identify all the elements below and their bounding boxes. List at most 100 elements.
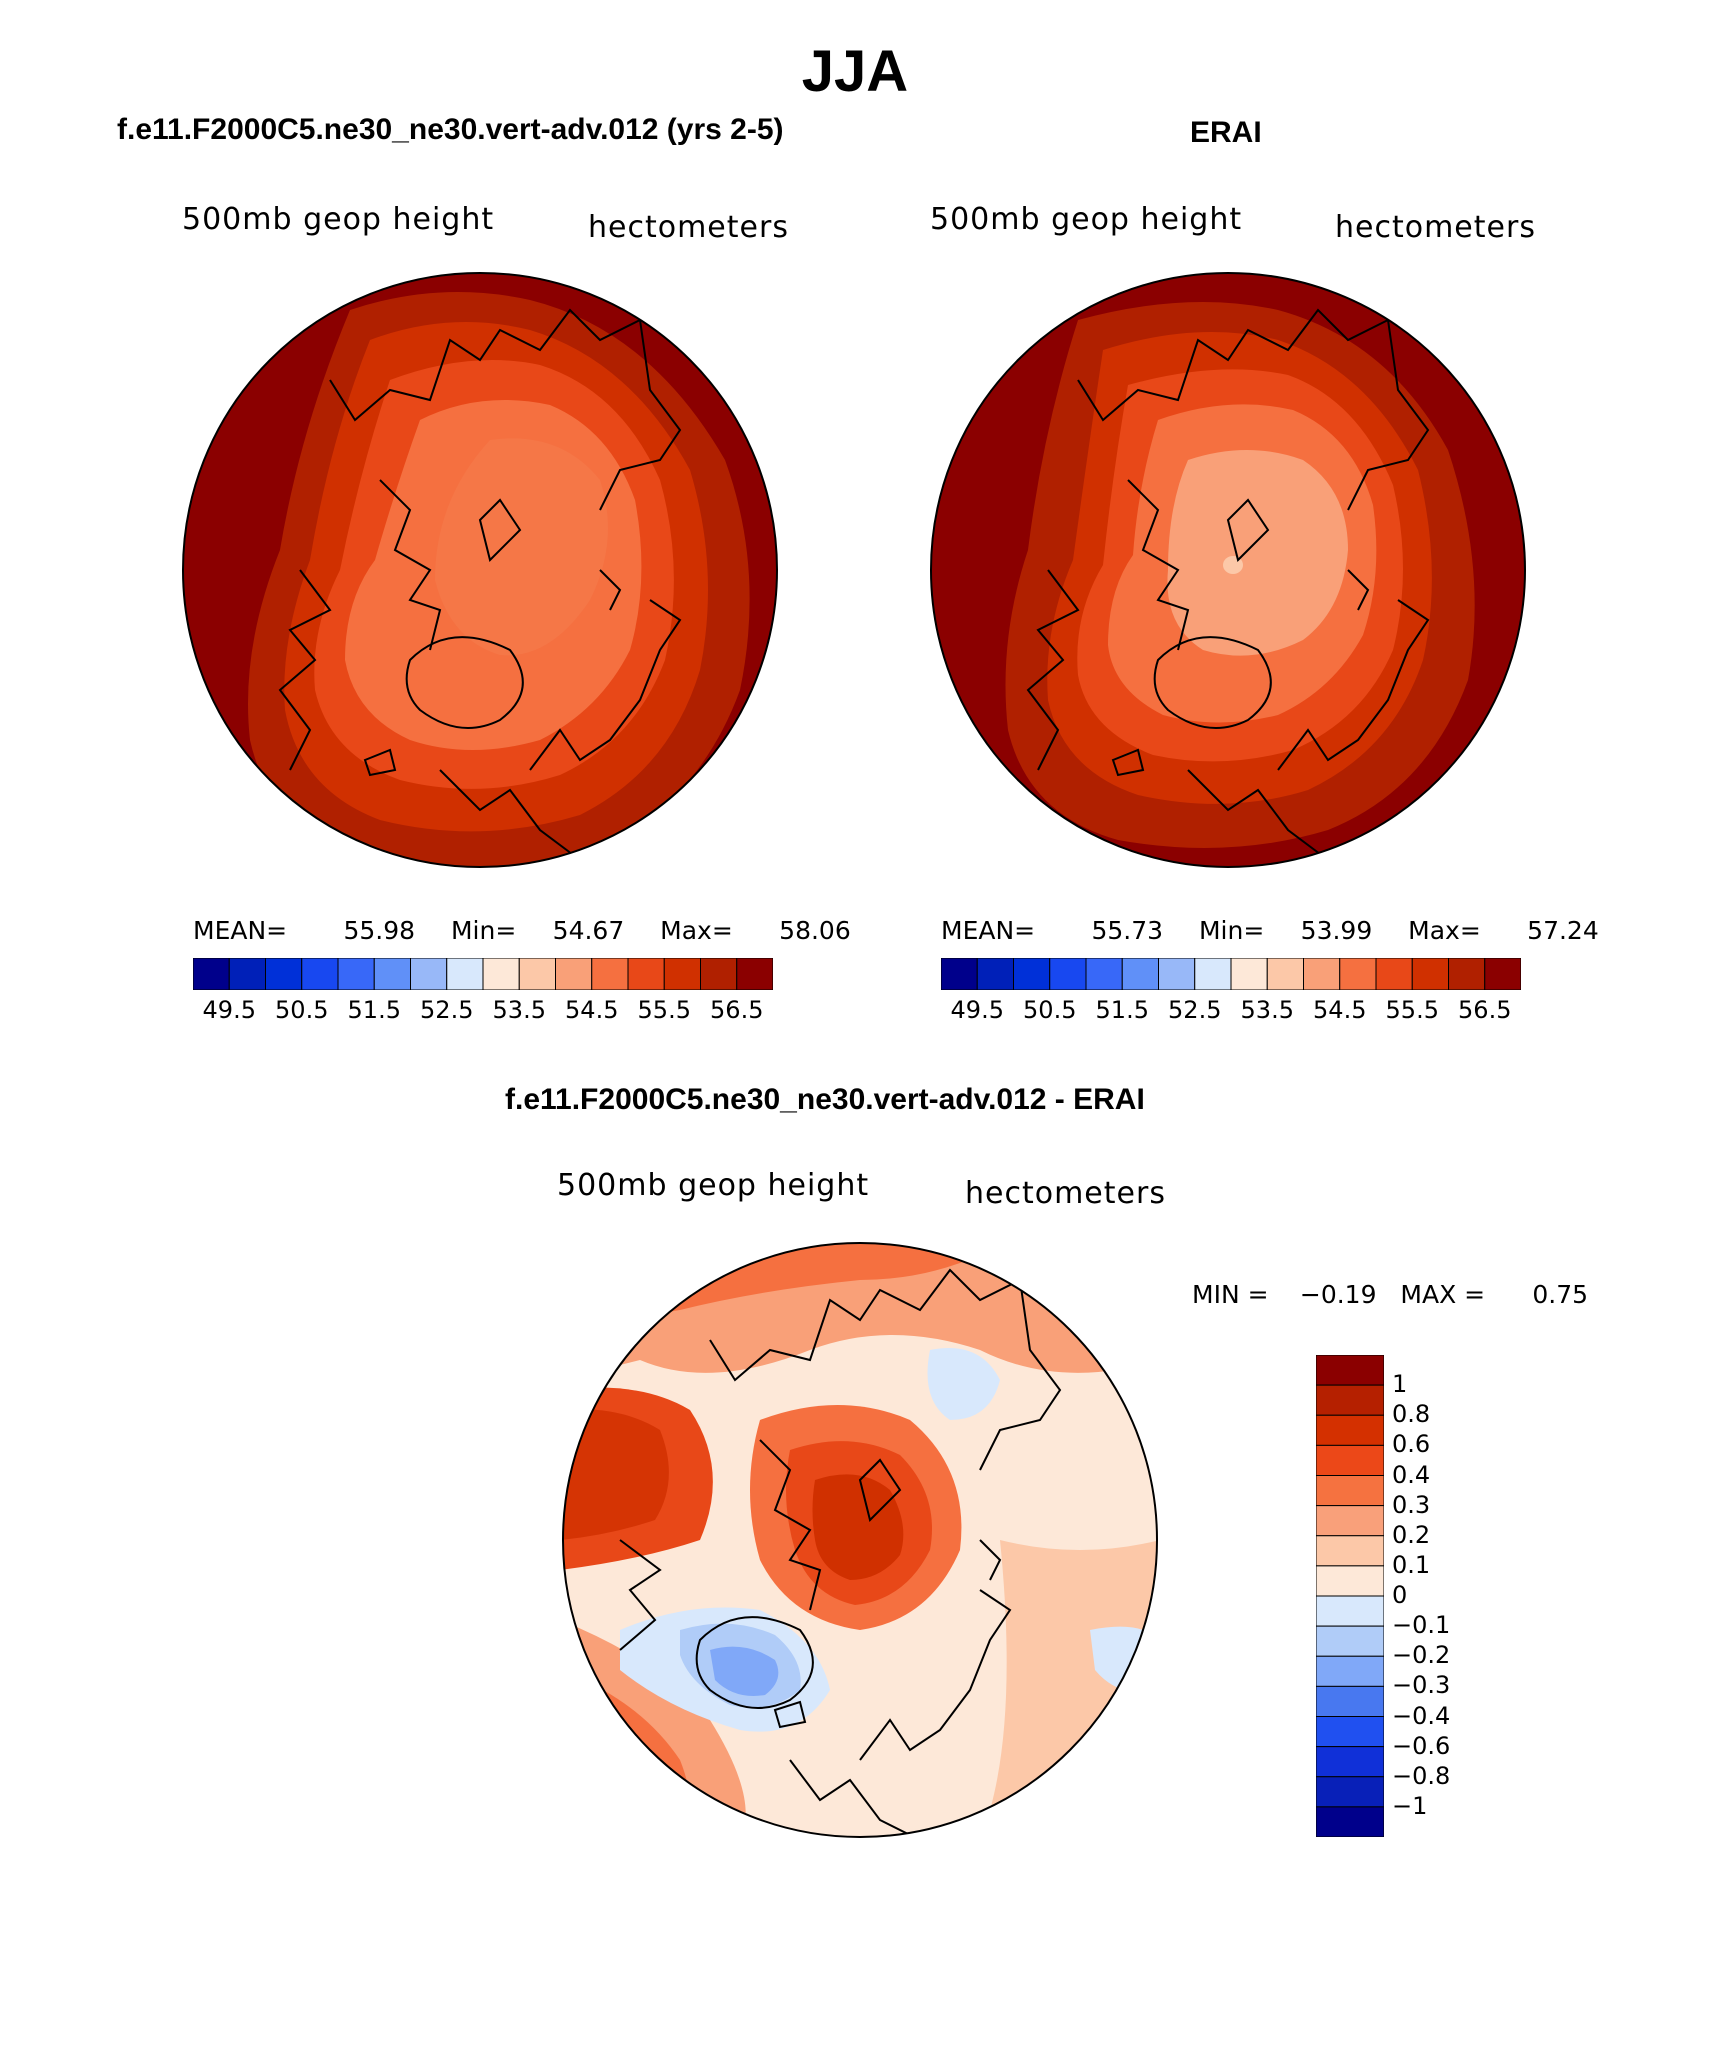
colorbar-swatch [1049, 958, 1087, 990]
colorbar-swatch [1316, 1355, 1384, 1386]
colorbar-swatch [1316, 1565, 1384, 1597]
colorbar-swatch [1316, 1625, 1384, 1657]
colorbar-tick-label: 0.6 [1392, 1430, 1431, 1459]
min-label: MIN = [1192, 1280, 1269, 1309]
colorbar-tick-label: −0.3 [1392, 1671, 1451, 1700]
colorbar-swatch [1339, 958, 1377, 990]
panel-erai-units-label: hectometers [1335, 210, 1536, 245]
colorbar-tick-label: 0 [1392, 1581, 1408, 1609]
colorbar-swatch [663, 958, 701, 990]
polar-map-model [182, 272, 778, 868]
colorbar-erai [941, 958, 1521, 990]
colorbar-swatch [482, 958, 520, 990]
colorbar-swatch [1316, 1746, 1384, 1778]
panel-erai-variable-label: 500mb geop height [930, 202, 1243, 237]
min-label: Min= [1198, 916, 1265, 945]
colorbar-swatch [1194, 958, 1232, 990]
colorbar-swatch [1316, 1716, 1384, 1748]
colorbar-tick-label: 54.5 [565, 996, 619, 1024]
panel-erai-subtitle: ERAI [1190, 116, 1262, 149]
max-value: 57.24 [1527, 916, 1599, 945]
colorbar-tick-label: 0.4 [1392, 1460, 1431, 1489]
colorbar-swatch [1266, 958, 1304, 990]
colorbar-tick-label: 1 [1392, 1370, 1408, 1399]
colorbar-tick-label: 54.5 [1313, 996, 1367, 1024]
max-value: 0.75 [1532, 1280, 1589, 1309]
colorbar-tick-label: 56.5 [1458, 996, 1512, 1024]
colorbar-tick-label: −1 [1392, 1791, 1428, 1820]
difference-variable-label: 500mb geop height [557, 1168, 870, 1203]
min-label: Min= [450, 916, 517, 945]
min-value: 53.99 [1300, 916, 1373, 945]
colorbar-tick-label: 55.5 [1385, 996, 1439, 1024]
min-value: −0.19 [1299, 1280, 1377, 1309]
colorbar-swatch [337, 958, 375, 990]
mean-label: MEAN= [941, 916, 1036, 945]
colorbar-tick-label: 53.5 [1240, 996, 1294, 1024]
colorbar-tick-label: −0.8 [1392, 1761, 1451, 1790]
colorbar-tick-label: 0.8 [1392, 1400, 1431, 1429]
colorbar-tick-label: 49.5 [202, 996, 256, 1024]
max-label: Max= [1408, 916, 1481, 945]
colorbar-swatch [1316, 1776, 1384, 1808]
max-label: MAX = [1400, 1280, 1486, 1309]
min-value: 54.67 [552, 916, 625, 945]
colorbar-erai-ticks: 49.5 50.5 51.5 52.5 53.5 54.5 55.5 56.5 [941, 996, 1521, 1026]
colorbar-swatch [446, 958, 484, 990]
colorbar-swatch [1316, 1655, 1384, 1687]
colorbar-swatch [1230, 958, 1268, 990]
colorbar-tick-label: 51.5 [1095, 996, 1149, 1024]
colorbar-tick-label: 53.5 [492, 996, 546, 1024]
colorbar-tick-label: 51.5 [347, 996, 401, 1024]
colorbar-swatch [627, 958, 665, 990]
colorbar-swatch [1316, 1685, 1384, 1717]
colorbar-tick-label: 50.5 [275, 996, 329, 1024]
panel-model-units-label: hectometers [588, 210, 789, 245]
colorbar-swatch [228, 958, 266, 990]
panel-erai-stats: MEAN= 55.73 Min= 53.99 Max= 57.24 [941, 916, 1599, 945]
colorbar-swatch [1316, 1384, 1384, 1416]
colorbar-swatch [301, 958, 339, 990]
colorbar-swatch [265, 958, 303, 990]
difference-subtitle: f.e11.F2000C5.ne30_ne30.vert-adv.012 - E… [505, 1083, 1145, 1116]
colorbar-swatch [1316, 1535, 1384, 1567]
colorbar-swatch [410, 958, 448, 990]
colorbar-swatch [700, 958, 738, 990]
panel-model-subtitle: f.e11.F2000C5.ne30_ne30.vert-adv.012 (yr… [117, 113, 784, 146]
colorbar-tick-label: 0.2 [1392, 1520, 1431, 1549]
colorbar-swatch [1448, 958, 1486, 990]
colorbar-swatch [736, 958, 773, 990]
colorbar-swatch [591, 958, 629, 990]
colorbar-swatch [1316, 1444, 1384, 1476]
colorbar-tick-label: −0.6 [1392, 1731, 1451, 1760]
colorbar-swatch [1411, 958, 1449, 990]
colorbar-tick-label: −0.2 [1392, 1641, 1451, 1670]
colorbar-tick-label: 0.3 [1392, 1490, 1431, 1519]
main-title: JJA [801, 39, 909, 104]
polar-map-erai [930, 272, 1526, 868]
max-label: Max= [660, 916, 733, 945]
mean-value: 55.98 [343, 916, 416, 945]
colorbar-tick-label: 50.5 [1023, 996, 1077, 1024]
colorbar-swatch [555, 958, 593, 990]
colorbar-tick-label: 49.5 [950, 996, 1004, 1024]
colorbar-swatch [1316, 1806, 1384, 1837]
colorbar-swatch [1303, 958, 1341, 990]
colorbar-difference [1316, 1355, 1384, 1837]
colorbar-swatch [1316, 1475, 1384, 1507]
colorbar-swatch [518, 958, 556, 990]
max-value: 58.06 [779, 916, 851, 945]
colorbar-swatch [193, 958, 230, 990]
colorbar-model [193, 958, 773, 990]
polar-map-difference [562, 1242, 1158, 1838]
panel-model-stats: MEAN= 55.98 Min= 54.67 Max= 58.06 [193, 916, 851, 945]
colorbar-tick-label: −0.4 [1392, 1701, 1451, 1730]
colorbar-tick-label: −0.1 [1392, 1611, 1451, 1640]
colorbar-swatch [941, 958, 978, 990]
panel-model-variable-label: 500mb geop height [182, 202, 495, 237]
mean-label: MEAN= [193, 916, 288, 945]
colorbar-difference-ticks: 1 0.8 0.6 0.4 0.3 0.2 0.1 0 −0.1 −0.2 −0.3 −0.4 −0.6… [1392, 1355, 1512, 1837]
colorbar-swatch [976, 958, 1014, 990]
difference-minmax: MIN = −0.19 MAX = 0.75 [1192, 1280, 1588, 1309]
mean-value: 55.73 [1091, 916, 1164, 945]
